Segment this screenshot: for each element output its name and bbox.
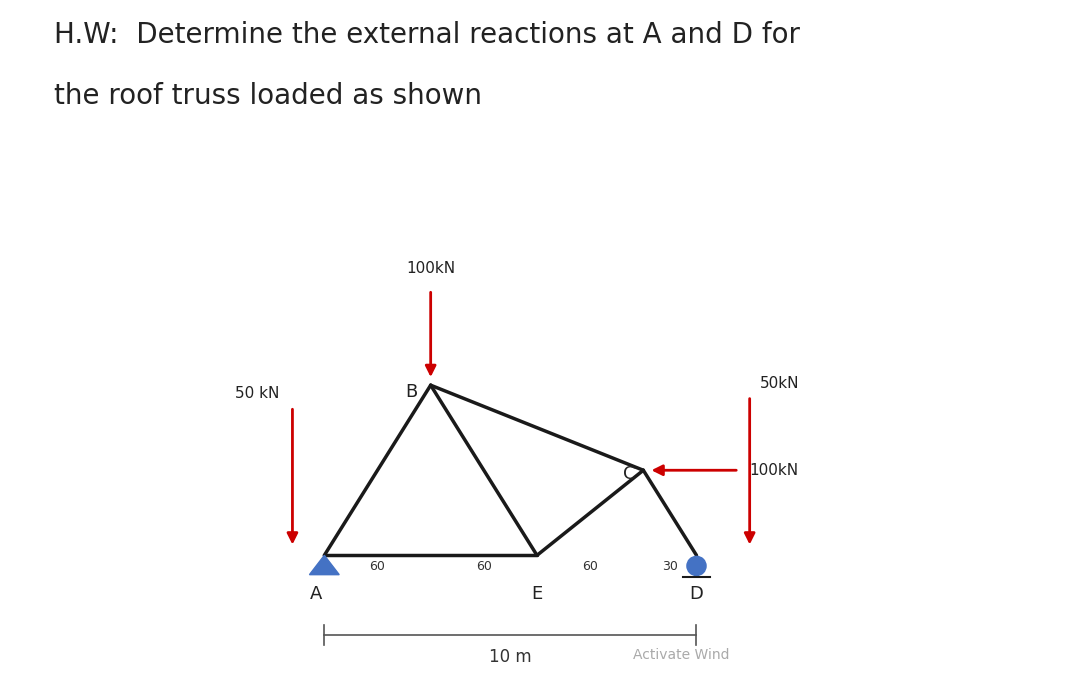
Text: D: D xyxy=(689,584,704,602)
Text: E: E xyxy=(531,584,543,602)
Text: 10 m: 10 m xyxy=(489,648,532,666)
Text: A: A xyxy=(310,584,323,602)
Text: 50 kN: 50 kN xyxy=(235,386,279,401)
Text: H.W:  Determine the external reactions at A and D for: H.W: Determine the external reactions at… xyxy=(54,21,800,49)
Text: 100kN: 100kN xyxy=(406,261,455,276)
Text: the roof truss loaded as shown: the roof truss loaded as shown xyxy=(54,82,482,110)
Text: 60: 60 xyxy=(476,560,492,573)
Text: 30: 30 xyxy=(663,560,678,573)
Text: 60: 60 xyxy=(583,560,598,573)
Text: 50kN: 50kN xyxy=(761,375,800,390)
Text: 60: 60 xyxy=(370,560,385,573)
Text: Activate Wind: Activate Wind xyxy=(632,648,729,663)
Text: 100kN: 100kN xyxy=(750,463,798,477)
Text: B: B xyxy=(405,383,418,401)
Polygon shape xyxy=(310,556,339,575)
Text: C: C xyxy=(623,465,636,483)
Circle shape xyxy=(687,556,706,576)
